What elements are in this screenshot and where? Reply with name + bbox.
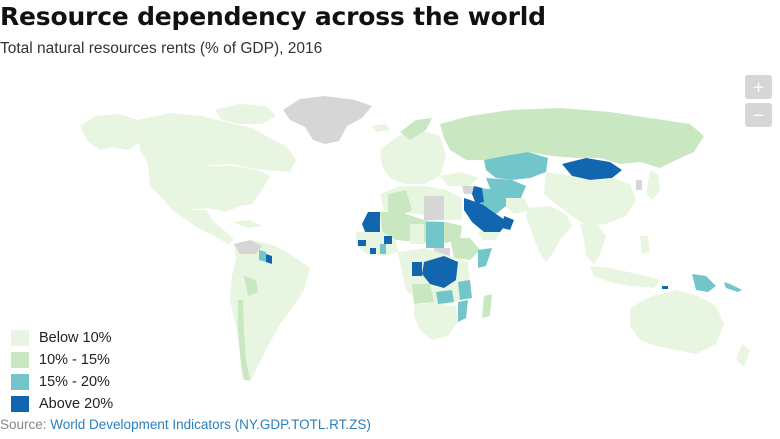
source-link[interactable]: World Development Indicators (NY.GDP.TOT… [50, 417, 371, 432]
region-tanzania[interactable] [458, 280, 472, 300]
region-south-america[interactable] [230, 240, 310, 382]
legend-label: Above 20% [39, 396, 114, 412]
region-guyana[interactable] [259, 250, 266, 262]
region-sudan[interactable] [426, 222, 444, 248]
legend-label: 15% - 20% [39, 374, 110, 390]
legend-label: 10% - 15% [39, 352, 110, 368]
legend-swatch [11, 374, 29, 390]
region-syria[interactable] [462, 186, 474, 194]
map-subtitle: Total natural resources rents (% of GDP)… [0, 40, 323, 57]
legend-item-10-15: 10% - 15% [11, 349, 113, 371]
region-suriname[interactable] [266, 254, 272, 264]
region-kazakhstan[interactable] [484, 152, 548, 180]
region-indonesia[interactable] [590, 266, 660, 288]
legend: Below 10% 10% - 15% 15% - 20% Above 20% [11, 327, 113, 415]
region-burkina-faso[interactable] [384, 236, 392, 244]
region-ghana[interactable] [380, 244, 386, 254]
region-madagascar[interactable] [482, 294, 492, 318]
region-oman[interactable] [502, 216, 514, 230]
region-india[interactable] [526, 206, 572, 262]
region-mauritania[interactable] [362, 212, 380, 234]
legend-item-below-10: Below 10% [11, 327, 113, 349]
region-algeria[interactable] [388, 190, 412, 216]
region-korea[interactable] [636, 180, 642, 190]
source-line: Source: World Development Indicators (NY… [0, 417, 371, 432]
source-prefix: Source: [0, 417, 51, 432]
zoom-in-button[interactable]: + [745, 75, 772, 99]
legend-item-above-20: Above 20% [11, 393, 113, 415]
region-solomon-islands[interactable] [724, 282, 742, 292]
region-papua-new-guinea[interactable] [692, 274, 716, 292]
region-southeast-asia[interactable] [580, 222, 606, 264]
region-caribbean[interactable] [232, 220, 262, 228]
region-saudi-arabia[interactable] [464, 198, 508, 232]
region-chad[interactable] [410, 224, 424, 244]
region-southern-africa[interactable] [414, 304, 458, 340]
region-alaska[interactable] [80, 114, 140, 150]
region-united-states[interactable] [148, 164, 270, 212]
legend-label: Below 10% [39, 330, 112, 346]
legend-swatch [11, 330, 29, 346]
region-australia[interactable] [630, 290, 724, 354]
region-japan[interactable] [646, 170, 660, 200]
region-canada[interactable] [138, 113, 296, 172]
region-guinea[interactable] [358, 240, 366, 246]
region-iraq[interactable] [472, 186, 484, 204]
region-philippines[interactable] [640, 236, 650, 254]
region-mozambique[interactable] [458, 300, 468, 322]
map-title: Resource dependency across the world [0, 2, 546, 31]
region-dr-congo[interactable] [422, 256, 458, 288]
region-venezuela[interactable] [234, 240, 262, 254]
legend-swatch [11, 352, 29, 368]
region-angola[interactable] [412, 284, 434, 304]
region-somalia[interactable] [478, 248, 492, 268]
region-egypt[interactable] [444, 196, 462, 220]
region-arctic-islands[interactable] [215, 104, 276, 124]
region-afghanistan[interactable] [506, 198, 530, 214]
region-new-zealand[interactable] [736, 344, 750, 366]
legend-swatch [11, 396, 29, 412]
region-congo[interactable] [412, 262, 422, 276]
region-zambia[interactable] [436, 290, 454, 304]
legend-item-15-20: 15% - 20% [11, 371, 113, 393]
region-mexico[interactable] [164, 200, 234, 244]
region-norway[interactable] [400, 118, 432, 140]
region-ethiopia[interactable] [450, 238, 480, 260]
region-europe[interactable] [380, 130, 446, 184]
region-iceland[interactable] [372, 124, 390, 132]
region-libya[interactable] [424, 196, 444, 220]
region-russia[interactable] [440, 108, 704, 168]
region-bolivia[interactable] [244, 276, 258, 296]
region-china[interactable] [544, 172, 636, 226]
region-yemen[interactable] [478, 232, 500, 240]
region-chile[interactable] [238, 300, 250, 380]
region-mongolia[interactable] [562, 158, 622, 180]
region-timor-leste[interactable] [662, 286, 668, 289]
zoom-out-button[interactable]: − [745, 103, 772, 127]
region-greenland[interactable] [283, 96, 372, 144]
region-liberia[interactable] [370, 248, 376, 254]
region-turkey[interactable] [440, 172, 478, 186]
